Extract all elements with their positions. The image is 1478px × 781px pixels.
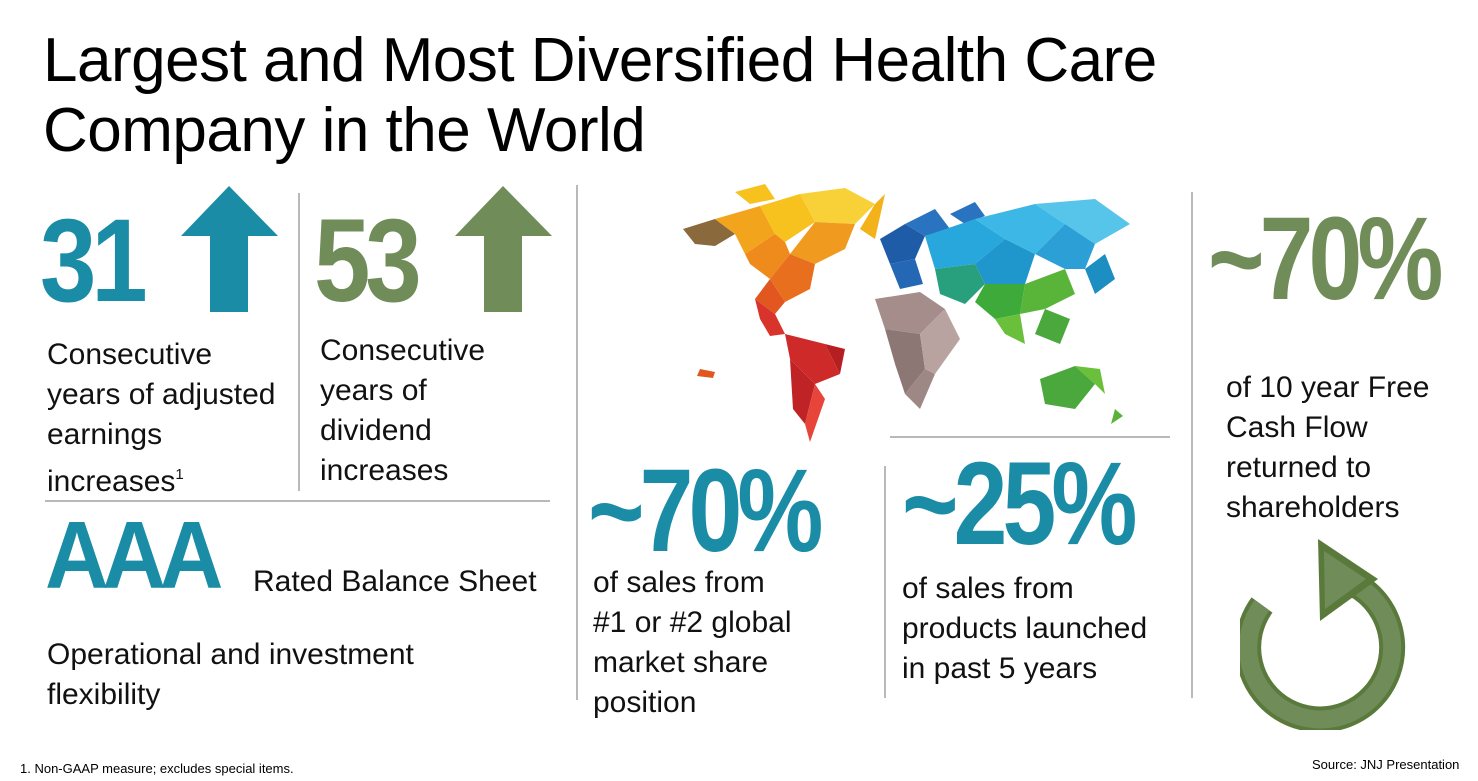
dividend-label-line-3: dividend — [320, 414, 432, 447]
earnings-label-line-1: Consecutive — [47, 338, 213, 371]
earnings-years-number: 31 — [40, 195, 148, 327]
footnote-marker: 1 — [175, 466, 184, 483]
rating-description-line-2: flexibility — [47, 678, 161, 711]
divider-left-column — [576, 185, 578, 700]
new-products-number: ~25% — [902, 438, 1137, 570]
dividend-label: Consecutive years of dividend increases — [320, 331, 570, 491]
new-products-label-line-3: in past 5 years — [902, 652, 1098, 685]
world-map-icon — [683, 184, 1130, 442]
market-share-label-line-4: position — [593, 686, 697, 719]
dividend-years-number: 53 — [314, 195, 422, 327]
divider-rating — [45, 500, 550, 502]
up-arrow-icon — [181, 186, 278, 312]
dividend-label-line-4: increases — [320, 454, 449, 487]
earnings-label-line-3: earnings — [47, 418, 163, 451]
page-title-line-1: Largest and Most Diversified Health Care — [43, 26, 1157, 95]
market-share-label-line-3: market share — [593, 646, 769, 679]
earnings-label-line-2: years of adjusted — [47, 378, 276, 411]
free-cash-flow-label-line-2: Cash Flow — [1226, 411, 1368, 444]
divider-market-products — [884, 466, 886, 698]
rating-number: AAA — [45, 502, 223, 609]
new-products-label-line-1: of sales from — [902, 572, 1074, 605]
page-title: Largest and Most Diversified Health Care… — [43, 26, 1243, 166]
free-cash-flow-number: ~70% — [1208, 193, 1443, 325]
dividend-label-line-1: Consecutive — [320, 334, 486, 367]
free-cash-flow-label: of 10 year Free Cash Flow returned to sh… — [1226, 368, 1471, 528]
circular-arrow-icon — [1240, 539, 1406, 730]
free-cash-flow-label-line-3: returned to — [1226, 451, 1372, 484]
page-title-line-2: Company in the World — [43, 96, 646, 165]
rating-label: Rated Balance Sheet — [253, 565, 537, 598]
free-cash-flow-label-line-1: of 10 year Free — [1226, 371, 1430, 404]
new-products-label-line-2: products launched — [902, 612, 1148, 645]
rating-description: Operational and investment flexibility — [47, 635, 497, 715]
new-products-label: of sales from products launched in past … — [902, 569, 1192, 689]
market-share-label-line-2: #1 or #2 global — [593, 606, 792, 639]
earnings-label-line-4-text: increases — [47, 465, 176, 498]
market-share-label: of sales from #1 or #2 global market sha… — [593, 563, 873, 723]
rating-description-line-1: Operational and investment — [47, 638, 414, 671]
earnings-label: Consecutive years of adjusted earnings i… — [47, 335, 297, 502]
divider-earnings-dividends — [298, 193, 300, 491]
market-share-number: ~70% — [588, 445, 823, 577]
free-cash-flow-label-line-4: shareholders — [1226, 491, 1400, 524]
earnings-label-line-4: increases1 — [47, 455, 297, 502]
divider-right-column — [1191, 192, 1193, 698]
source-note: Source: JNJ Presentation — [1312, 757, 1460, 772]
market-share-label-line-1: of sales from — [593, 566, 765, 599]
dividend-label-line-2: years of — [320, 374, 427, 407]
up-arrow-icon — [455, 186, 552, 312]
footnote: 1. Non-GAAP measure; excludes special it… — [20, 761, 294, 776]
divider-map — [890, 436, 1170, 438]
